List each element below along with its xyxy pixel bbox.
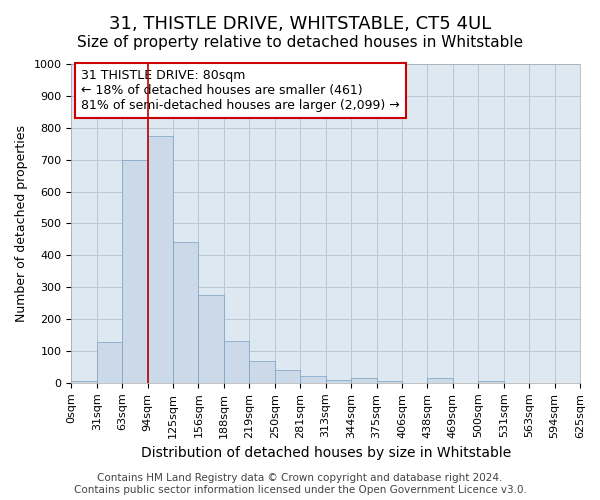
Text: 31 THISTLE DRIVE: 80sqm
← 18% of detached houses are smaller (461)
81% of semi-d: 31 THISTLE DRIVE: 80sqm ← 18% of detache… <box>82 69 400 112</box>
Bar <box>377 382 402 383</box>
Bar <box>275 370 300 383</box>
Bar <box>97 342 122 383</box>
Bar <box>224 340 250 383</box>
Bar <box>427 378 453 383</box>
Text: 31, THISTLE DRIVE, WHITSTABLE, CT5 4UL: 31, THISTLE DRIVE, WHITSTABLE, CT5 4UL <box>109 15 491 33</box>
Bar <box>300 376 326 383</box>
Bar <box>122 160 148 383</box>
Bar <box>250 360 275 383</box>
Bar <box>351 378 377 383</box>
Bar <box>173 242 199 383</box>
X-axis label: Distribution of detached houses by size in Whitstable: Distribution of detached houses by size … <box>140 446 511 460</box>
Bar <box>148 136 173 383</box>
Text: Size of property relative to detached houses in Whitstable: Size of property relative to detached ho… <box>77 35 523 50</box>
Text: Contains HM Land Registry data © Crown copyright and database right 2024.
Contai: Contains HM Land Registry data © Crown c… <box>74 474 526 495</box>
Bar <box>326 380 351 383</box>
Bar <box>71 382 97 383</box>
Bar <box>199 295 224 383</box>
Bar <box>478 382 503 383</box>
Y-axis label: Number of detached properties: Number of detached properties <box>15 125 28 322</box>
